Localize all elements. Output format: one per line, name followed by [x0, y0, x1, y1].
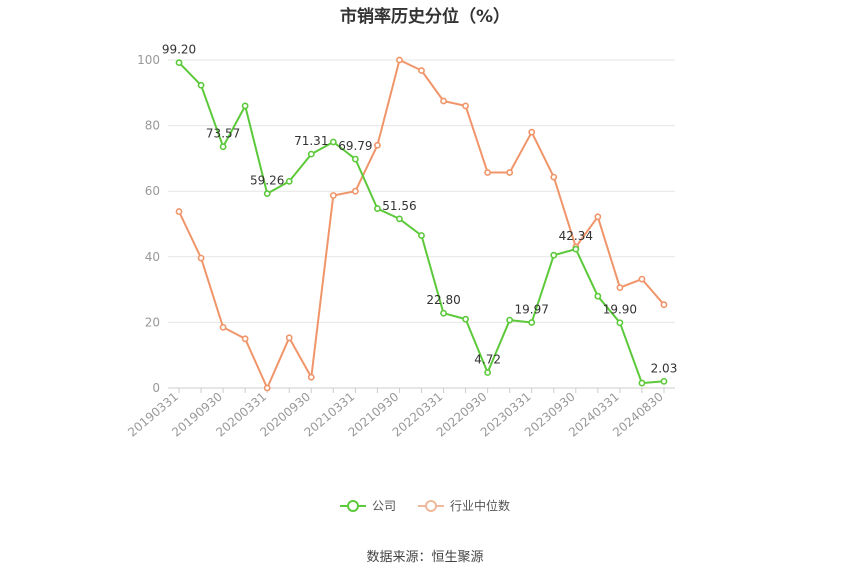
- data-point-industry: [285, 334, 293, 342]
- data-label: 51.56: [382, 199, 416, 213]
- data-point-industry: [175, 208, 183, 215]
- data-point-company: [506, 316, 514, 324]
- data-point-industry: [307, 373, 315, 381]
- data-label: 59.26: [250, 174, 284, 188]
- data-label: 22.80: [426, 293, 460, 307]
- data-point-company: [638, 379, 646, 387]
- data-point-industry: [329, 192, 337, 199]
- legend-label-industry: 行业中位数: [450, 499, 511, 513]
- data-point-company: [241, 102, 249, 110]
- data-point-company: [572, 245, 580, 253]
- y-tick-label: 40: [145, 250, 160, 264]
- y-axis-ticks: 0 20 40 60 80 100: [137, 53, 160, 395]
- data-point-company: [175, 59, 183, 67]
- data-point-company: [285, 177, 293, 185]
- data-point-company: [440, 309, 447, 317]
- legend: 公司 行业中位数: [0, 497, 850, 514]
- y-tick-label: 0: [152, 381, 160, 395]
- data-source: 数据来源：恒生聚源: [366, 550, 484, 565]
- data-point-company: [660, 377, 668, 385]
- data-point-company: [484, 369, 492, 376]
- legend-marker-industry: [418, 499, 444, 513]
- y-tick-label: 100: [137, 53, 160, 67]
- y-tick-label: 60: [145, 184, 160, 198]
- data-label: 42.34: [559, 229, 593, 243]
- legend-item-industry[interactable]: 行业中位数: [418, 497, 510, 514]
- y-tick-label: 20: [145, 315, 160, 329]
- x-axis: 2019033120190930202003312020093020210331…: [125, 387, 675, 440]
- data-point-company: [263, 190, 271, 198]
- data-point-industry: [638, 275, 646, 283]
- data-point-company: [329, 138, 337, 146]
- data-labels: 99.20 73.57 59.26 71.31 69.79 51.56 22.80 4.72 1…: [162, 43, 677, 376]
- data-point-company: [550, 251, 558, 259]
- data-point-company: [197, 81, 205, 89]
- legend-item-company[interactable]: 公司: [339, 497, 396, 514]
- data-point-industry: [484, 169, 492, 176]
- grid-lines: [168, 59, 675, 323]
- data-point-company: [418, 232, 425, 239]
- data-label: 19.90: [603, 303, 637, 317]
- data-label: 99.20: [162, 43, 196, 57]
- data-point-industry: [550, 173, 558, 181]
- data-label: 2.03: [651, 361, 678, 375]
- legend-marker-company: [339, 499, 366, 513]
- data-point-company: [594, 292, 602, 300]
- data-point-industry: [418, 67, 425, 74]
- legend-label-company: 公司: [371, 499, 396, 513]
- data-point-industry: [197, 254, 205, 262]
- y-tick-label: 80: [145, 119, 160, 133]
- data-point-industry: [660, 301, 668, 309]
- data-point-industry: [374, 141, 381, 149]
- series-lines: [175, 56, 668, 392]
- data-label: 73.57: [206, 127, 240, 141]
- data-point-industry: [241, 335, 249, 343]
- data-point-industry: [594, 213, 602, 221]
- line-chart: 0 20 40 60 80 100 201903312019093020200331202…: [125, 43, 677, 440]
- chart-title: 市销率历史分位（%）: [339, 7, 511, 27]
- data-point-company: [462, 315, 469, 323]
- data-point-industry: [528, 128, 536, 136]
- data-point-industry: [219, 323, 227, 331]
- data-point-industry: [440, 97, 447, 105]
- data-point-company: [396, 215, 403, 223]
- data-label: 69.79: [338, 139, 372, 153]
- data-point-company: [219, 143, 227, 151]
- data-point-industry: [616, 284, 624, 292]
- data-point-industry: [396, 56, 403, 64]
- data-label: 19.97: [515, 302, 549, 316]
- data-point-industry: [351, 187, 359, 195]
- data-point-company: [616, 319, 624, 327]
- data-label: 4.72: [474, 353, 501, 367]
- series-line-industry: [178, 59, 665, 389]
- data-point-industry: [263, 384, 271, 392]
- data-point-company: [351, 155, 359, 163]
- data-point-industry: [506, 169, 514, 176]
- data-point-company: [374, 205, 381, 212]
- data-point-industry: [462, 102, 469, 110]
- data-label: 71.31: [294, 134, 328, 148]
- data-point-company: [307, 150, 315, 158]
- data-point-company: [528, 319, 536, 326]
- series-line-company: [178, 61, 665, 385]
